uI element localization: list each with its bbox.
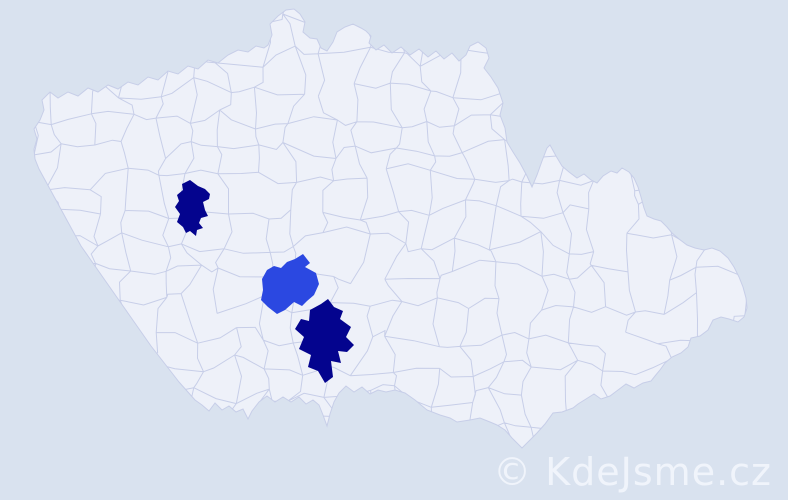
- highlighted-district-central[interactable]: [261, 254, 319, 314]
- highlighted-district-south[interactable]: [295, 299, 354, 383]
- highlighted-district-west[interactable]: [175, 180, 210, 236]
